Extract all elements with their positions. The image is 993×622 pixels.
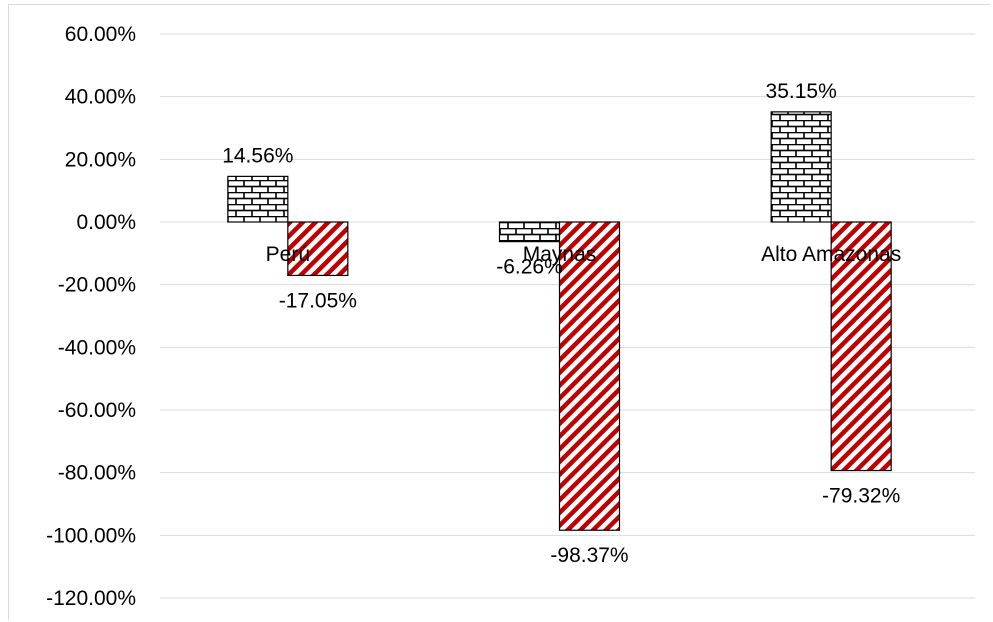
data-label: -79.32% <box>822 485 900 508</box>
y-tick-label: -20.00% <box>58 274 136 297</box>
bar-series1 <box>770 111 832 223</box>
y-tick-label: 60.00% <box>65 23 136 46</box>
y-tick-label: 20.00% <box>65 148 136 171</box>
category-label: Perú <box>266 243 310 266</box>
data-label: 35.15% <box>766 80 837 103</box>
y-tick-label: 0.00% <box>76 211 136 234</box>
category-labels: Perú Maynas Alto Amazonas <box>266 243 902 266</box>
y-axis-tick-labels: 60.00% 40.00% 20.00% 0.00% -20.00% -40.00% -60… <box>46 23 136 610</box>
category-label: Alto Amazonas <box>761 243 901 266</box>
data-label: -98.37% <box>550 544 628 567</box>
y-tick-label: -100.00% <box>46 524 136 547</box>
bar-series1 <box>498 221 561 243</box>
data-label: -6.26% <box>496 256 563 279</box>
bar-series2 <box>287 221 349 277</box>
data-label: -17.05% <box>279 289 357 312</box>
chart-frame <box>8 4 990 620</box>
bar-series2 <box>558 221 621 531</box>
y-tick-label: 40.00% <box>65 86 136 109</box>
bars <box>227 111 892 531</box>
bar-series2 <box>830 221 892 472</box>
y-tick-label: -60.00% <box>58 399 136 422</box>
data-label: 14.56% <box>222 144 293 167</box>
data-labels: 14.56% -6.26% 35.15% -17.05% -98.37% -79.32% <box>222 80 900 567</box>
bar-series1 <box>227 175 289 223</box>
y-tick-label: -120.00% <box>46 587 136 610</box>
y-tick-label: -80.00% <box>58 462 136 485</box>
category-label: Maynas <box>523 243 597 266</box>
y-tick-label: -40.00% <box>58 336 136 359</box>
